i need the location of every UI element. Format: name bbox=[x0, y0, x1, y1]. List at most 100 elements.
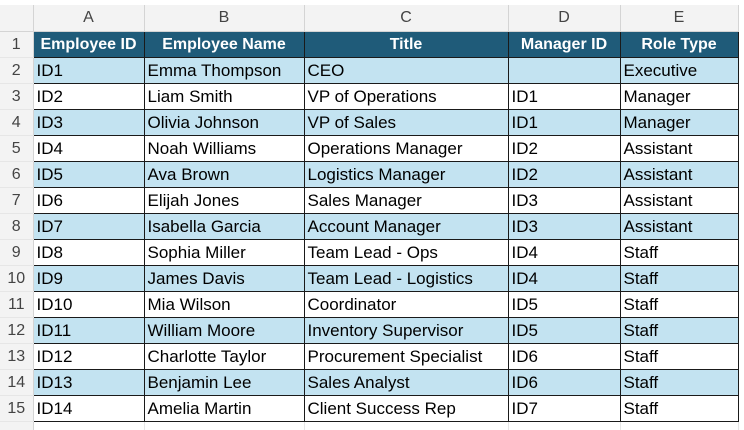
manager-id-cell[interactable]: ID5 bbox=[508, 318, 620, 344]
employee-id-cell[interactable]: ID3 bbox=[33, 110, 144, 136]
title-cell[interactable]: VP of Operations bbox=[304, 84, 508, 110]
employee-name-cell[interactable]: James Davis bbox=[144, 266, 304, 292]
title-cell[interactable]: CEO bbox=[304, 58, 508, 84]
empty-cell[interactable] bbox=[620, 422, 738, 430]
manager-id-cell[interactable] bbox=[508, 58, 620, 84]
empty-cell[interactable] bbox=[33, 422, 144, 430]
role-type-cell[interactable]: Staff bbox=[620, 396, 738, 422]
row-header[interactable]: 8 bbox=[0, 214, 33, 240]
header-cell-manager-id[interactable]: Manager ID bbox=[508, 32, 620, 58]
column-header-a[interactable]: A bbox=[33, 5, 144, 32]
manager-id-cell[interactable]: ID5 bbox=[508, 292, 620, 318]
employee-name-cell[interactable]: Noah Williams bbox=[144, 136, 304, 162]
role-type-cell[interactable]: Assistant bbox=[620, 136, 738, 162]
title-cell[interactable]: Coordinator bbox=[304, 292, 508, 318]
role-type-cell[interactable]: Staff bbox=[620, 266, 738, 292]
title-cell[interactable]: Team Lead - Ops bbox=[304, 240, 508, 266]
row-header[interactable]: 5 bbox=[0, 136, 33, 162]
role-type-cell[interactable]: Executive bbox=[620, 58, 738, 84]
manager-id-cell[interactable]: ID6 bbox=[508, 370, 620, 396]
employee-id-cell[interactable]: ID10 bbox=[33, 292, 144, 318]
title-cell[interactable]: Sales Analyst bbox=[304, 370, 508, 396]
role-type-cell[interactable]: Assistant bbox=[620, 162, 738, 188]
row-header[interactable]: 9 bbox=[0, 240, 33, 266]
row-header[interactable]: 14 bbox=[0, 370, 33, 396]
row-header[interactable]: 2 bbox=[0, 58, 33, 84]
employee-id-cell[interactable]: ID5 bbox=[33, 162, 144, 188]
employee-name-cell[interactable]: Charlotte Taylor bbox=[144, 344, 304, 370]
header-cell-role-type[interactable]: Role Type bbox=[620, 32, 738, 58]
row-header[interactable]: 12 bbox=[0, 318, 33, 344]
role-type-cell[interactable]: Manager bbox=[620, 84, 738, 110]
row-header[interactable]: 15 bbox=[0, 396, 33, 422]
empty-cell[interactable] bbox=[304, 422, 508, 430]
row-header[interactable]: 3 bbox=[0, 84, 33, 110]
column-header-e[interactable]: E bbox=[620, 5, 738, 32]
employee-id-cell[interactable]: ID7 bbox=[33, 214, 144, 240]
empty-cell[interactable] bbox=[144, 422, 304, 430]
row-header[interactable]: 7 bbox=[0, 188, 33, 214]
role-type-cell[interactable]: Assistant bbox=[620, 214, 738, 240]
employee-id-cell[interactable]: ID6 bbox=[33, 188, 144, 214]
title-cell[interactable]: Procurement Specialist bbox=[304, 344, 508, 370]
manager-id-cell[interactable]: ID2 bbox=[508, 136, 620, 162]
header-cell-employee-name[interactable]: Employee Name bbox=[144, 32, 304, 58]
title-cell[interactable]: Inventory Supervisor bbox=[304, 318, 508, 344]
manager-id-cell[interactable]: ID2 bbox=[508, 162, 620, 188]
employee-id-cell[interactable]: ID2 bbox=[33, 84, 144, 110]
manager-id-cell[interactable]: ID7 bbox=[508, 396, 620, 422]
employee-name-cell[interactable]: Benjamin Lee bbox=[144, 370, 304, 396]
title-cell[interactable]: Operations Manager bbox=[304, 136, 508, 162]
title-cell[interactable]: Logistics Manager bbox=[304, 162, 508, 188]
column-header-b[interactable]: B bbox=[144, 5, 304, 32]
title-cell[interactable]: VP of Sales bbox=[304, 110, 508, 136]
employee-name-cell[interactable]: Elijah Jones bbox=[144, 188, 304, 214]
manager-id-cell[interactable]: ID1 bbox=[508, 110, 620, 136]
role-type-cell[interactable]: Staff bbox=[620, 370, 738, 396]
column-header-c[interactable]: C bbox=[304, 5, 508, 32]
row-header[interactable]: 1 bbox=[0, 32, 33, 58]
header-cell-title[interactable]: Title bbox=[304, 32, 508, 58]
employee-name-cell[interactable]: Mia Wilson bbox=[144, 292, 304, 318]
employee-id-cell[interactable]: ID13 bbox=[33, 370, 144, 396]
column-header-d[interactable]: D bbox=[508, 5, 620, 32]
select-all-corner[interactable] bbox=[0, 5, 33, 32]
manager-id-cell[interactable]: ID1 bbox=[508, 84, 620, 110]
employee-name-cell[interactable]: Ava Brown bbox=[144, 162, 304, 188]
employee-id-cell[interactable]: ID4 bbox=[33, 136, 144, 162]
title-cell[interactable]: Client Success Rep bbox=[304, 396, 508, 422]
employee-name-cell[interactable]: Isabella Garcia bbox=[144, 214, 304, 240]
employee-name-cell[interactable]: Amelia Martin bbox=[144, 396, 304, 422]
manager-id-cell[interactable]: ID3 bbox=[508, 188, 620, 214]
employee-name-cell[interactable]: Liam Smith bbox=[144, 84, 304, 110]
title-cell[interactable]: Account Manager bbox=[304, 214, 508, 240]
title-cell[interactable]: Team Lead - Logistics bbox=[304, 266, 508, 292]
employee-id-cell[interactable]: ID8 bbox=[33, 240, 144, 266]
title-cell[interactable]: Sales Manager bbox=[304, 188, 508, 214]
manager-id-cell[interactable]: ID4 bbox=[508, 266, 620, 292]
role-type-cell[interactable]: Staff bbox=[620, 344, 738, 370]
employee-id-cell[interactable]: ID1 bbox=[33, 58, 144, 84]
row-header[interactable]: 4 bbox=[0, 110, 33, 136]
employee-id-cell[interactable]: ID11 bbox=[33, 318, 144, 344]
employee-id-cell[interactable]: ID12 bbox=[33, 344, 144, 370]
employee-id-cell[interactable]: ID9 bbox=[33, 266, 144, 292]
role-type-cell[interactable]: Staff bbox=[620, 240, 738, 266]
row-header[interactable]: 6 bbox=[0, 162, 33, 188]
row-header[interactable] bbox=[0, 422, 33, 430]
role-type-cell[interactable]: Staff bbox=[620, 318, 738, 344]
role-type-cell[interactable]: Manager bbox=[620, 110, 738, 136]
employee-name-cell[interactable]: Sophia Miller bbox=[144, 240, 304, 266]
manager-id-cell[interactable]: ID3 bbox=[508, 214, 620, 240]
employee-id-cell[interactable]: ID14 bbox=[33, 396, 144, 422]
role-type-cell[interactable]: Assistant bbox=[620, 188, 738, 214]
empty-cell[interactable] bbox=[508, 422, 620, 430]
header-cell-employee-id[interactable]: Employee ID bbox=[33, 32, 144, 58]
employee-name-cell[interactable]: Olivia Johnson bbox=[144, 110, 304, 136]
role-type-cell[interactable]: Staff bbox=[620, 292, 738, 318]
manager-id-cell[interactable]: ID4 bbox=[508, 240, 620, 266]
manager-id-cell[interactable]: ID6 bbox=[508, 344, 620, 370]
row-header[interactable]: 11 bbox=[0, 292, 33, 318]
row-header[interactable]: 13 bbox=[0, 344, 33, 370]
row-header[interactable]: 10 bbox=[0, 266, 33, 292]
